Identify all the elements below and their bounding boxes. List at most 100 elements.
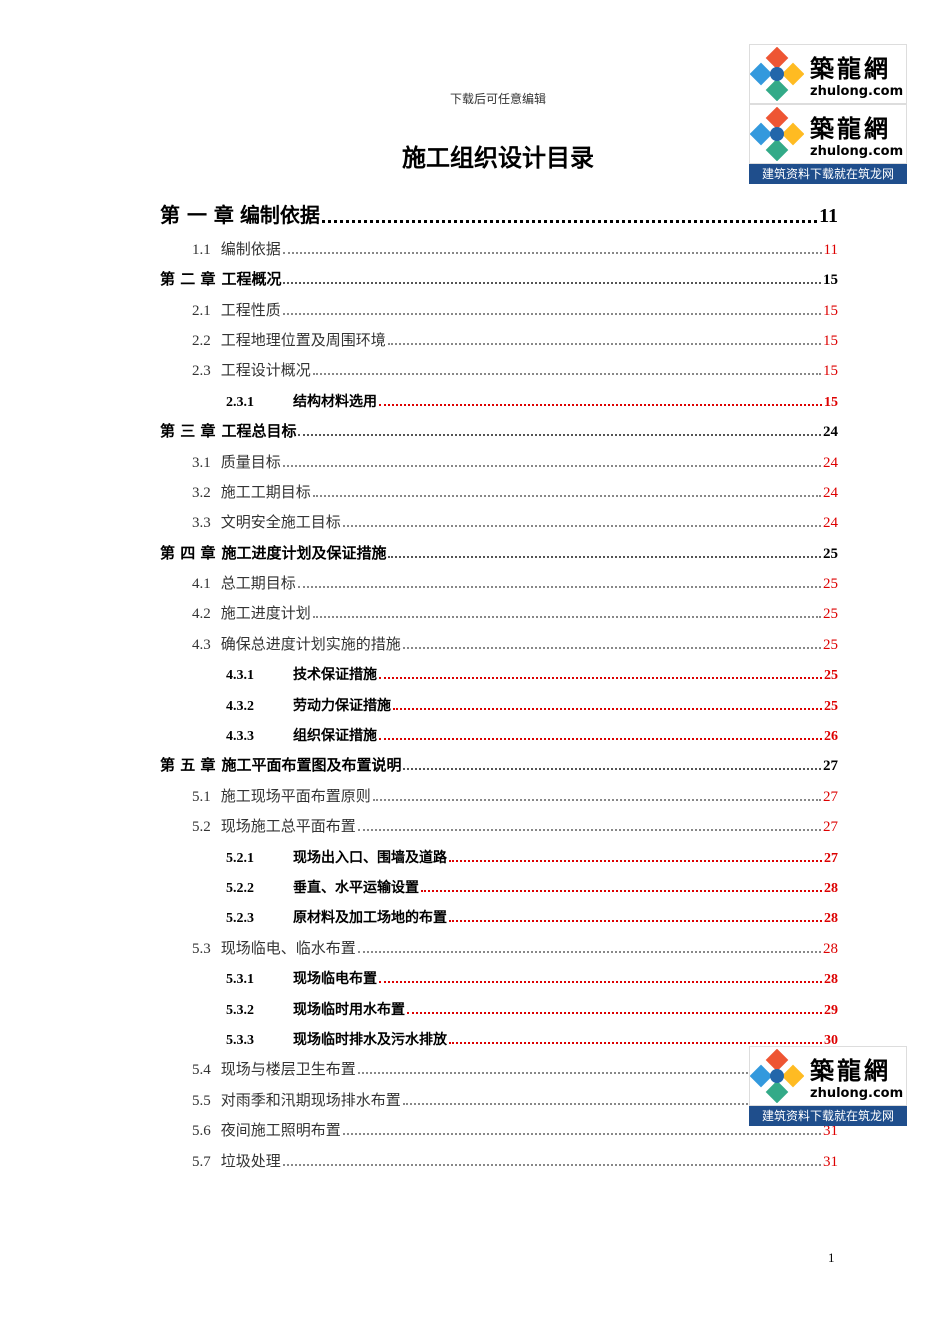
toc-entry: 5.3.2 现场临时用水布置 29 (160, 988, 838, 1018)
toc-entry: 第 四 章施工进度计划及保证措施 25 (160, 532, 838, 562)
entry-number: 2.3.1 (226, 394, 254, 410)
entry-text: 施工现场平面布置原则 (220, 788, 371, 805)
toc-entry: 5.3.1 现场临电布置 28 (160, 958, 838, 988)
logo-icon (750, 47, 804, 101)
entry-text: 工程总目标 (221, 422, 297, 441)
leader-dots (402, 1102, 836, 1105)
leader-dots (312, 494, 821, 497)
entry-text: 垂直、水平运输设置 (293, 879, 419, 896)
leader-dots (387, 342, 821, 345)
leader-dots (449, 1041, 822, 1044)
entry-text: 工程概况 (221, 270, 282, 289)
entry-number: 第 四 章 (160, 543, 216, 562)
logo-box: 築龍網 zhulong.com (749, 1046, 907, 1106)
entry-text: 现场临时排水及污水排放 (293, 1031, 447, 1048)
leader-dots (282, 464, 821, 467)
leader-dots (282, 312, 821, 315)
toc-entry: 4.3.2 劳动力保证措施 25 (160, 684, 838, 714)
logo-slogan: 建筑资料下载就在筑龙网 (749, 164, 907, 184)
logo-name: 築龍網 (810, 114, 891, 143)
entry-page: 28 (824, 880, 838, 896)
toc-entry: 5.3.3 现场临时排水及污水排放 30 (160, 1019, 838, 1049)
entry-number: 4.3.2 (226, 698, 254, 714)
toc-entry: 3.2 施工工期目标 24 (160, 472, 838, 502)
toc-entry: 3.1 质量目标 24 (160, 441, 838, 471)
leader-dots (379, 403, 822, 406)
entry-number: 3.3 (192, 515, 211, 532)
entry-text: 确保总进度计划实施的措施 (220, 636, 401, 653)
entry-number: 5.2.1 (226, 850, 254, 866)
entry-page: 26 (824, 729, 838, 745)
logo-text: 築龍網 zhulong.com (810, 49, 903, 99)
entry-text: 现场与楼层卫生布置 (220, 1062, 356, 1079)
toc-entry: 5.2.3 原材料及加工场地的布置 28 (160, 897, 838, 927)
toc-entry: 4.3 确保总进度计划实施的措施 25 (160, 623, 838, 653)
entry-text: 现场施工总平面布置 (220, 819, 356, 836)
entry-text: 施工工期目标 (220, 484, 311, 501)
toc-entry: 5.2.2 垂直、水平运输设置 28 (160, 867, 838, 897)
header-note: 下载后可任意编辑 (449, 92, 546, 106)
entry-page: 25 (823, 545, 838, 562)
logo-box: 築龍網 zhulong.com (749, 44, 907, 104)
entry-number: 1.1 (192, 241, 211, 258)
entry-page: 30 (824, 1032, 838, 1048)
entry-page: 27 (823, 788, 838, 805)
entry-page: 11 (823, 241, 838, 258)
entry-text: 对雨季和汛期现场排水布置 (220, 1092, 401, 1109)
logo-slogan: 建筑资料下载就在筑龙网 (749, 1106, 907, 1126)
toc-entry: 3.3 文明安全施工目标 24 (160, 502, 838, 532)
entry-page: 24 (823, 454, 838, 471)
entry-text: 劳动力保证措施 (293, 697, 391, 714)
entry-text: 施工平面布置图及布置说明 (221, 756, 402, 775)
toc-entry: 1.1 编制依据 11 (160, 228, 838, 258)
toc-entry: 5.3 现场临电、临水布置 28 (160, 927, 838, 957)
toc-title: 施工组织设计目录 (402, 144, 594, 172)
leader-dots (449, 920, 822, 923)
entry-text: 现场出入口、围墙及道路 (293, 849, 447, 866)
leader-dots (282, 251, 822, 254)
entry-text: 编制依据 (239, 203, 320, 228)
leader-dots (342, 525, 821, 528)
toc-entry: 4.1 总工期目标 25 (160, 563, 838, 593)
toc-entry: 第 一 章编制依据 11 (160, 198, 838, 228)
entry-text: 技术保证措施 (293, 667, 377, 684)
leader-dots (357, 1072, 836, 1075)
entry-number: 3.1 (192, 454, 211, 471)
entry-page: 15 (823, 272, 838, 289)
entry-number: 4.3.3 (226, 729, 254, 745)
entry-page: 25 (823, 576, 838, 593)
entry-number: 第 三 章 (160, 422, 216, 441)
entry-text: 现场临电布置 (293, 971, 377, 988)
entry-page: 24 (823, 484, 838, 501)
entry-text: 工程设计概况 (220, 363, 311, 380)
entry-page: 24 (823, 424, 838, 441)
entry-text: 文明安全施工目标 (220, 515, 341, 532)
leader-dots (357, 950, 821, 953)
entry-text: 组织保证措施 (293, 728, 377, 745)
logo-text: 築龍網 zhulong.com (810, 109, 903, 159)
entry-text: 原材料及加工场地的布置 (293, 910, 447, 927)
toc-entry: 4.2 施工进度计划 25 (160, 593, 838, 623)
entry-text: 现场临电、临水布置 (220, 940, 356, 957)
toc-entry: 5.7 垃圾处理 31 (160, 1140, 838, 1170)
entry-page: 31 (823, 1153, 838, 1170)
toc-entry: 4.3.3 组织保证措施 26 (160, 715, 838, 745)
entry-text: 夜间施工照明布置 (220, 1123, 341, 1140)
entry-text: 施工进度计划 (220, 606, 311, 623)
entry-page: 15 (824, 394, 838, 410)
leader-dots (379, 738, 822, 741)
toc-entry: 第 二 章工程概况 15 (160, 259, 838, 289)
entry-page: 15 (823, 332, 838, 349)
entry-number: 2.1 (192, 302, 211, 319)
entry-number: 4.2 (192, 606, 211, 623)
entry-page: 25 (824, 698, 838, 714)
logo: 築龍網 zhulong.com 建筑资料下载就在筑龙网 (749, 1046, 907, 1126)
entry-text: 现场临时用水布置 (293, 1001, 405, 1018)
entry-page: 27 (823, 758, 838, 775)
entry-number: 5.3.1 (226, 972, 254, 988)
entry-page: 25 (823, 606, 838, 623)
logo-icon (750, 107, 804, 161)
leader-dots (372, 798, 821, 801)
entry-number: 5.2.3 (226, 911, 254, 927)
entry-text: 编制依据 (220, 241, 281, 258)
